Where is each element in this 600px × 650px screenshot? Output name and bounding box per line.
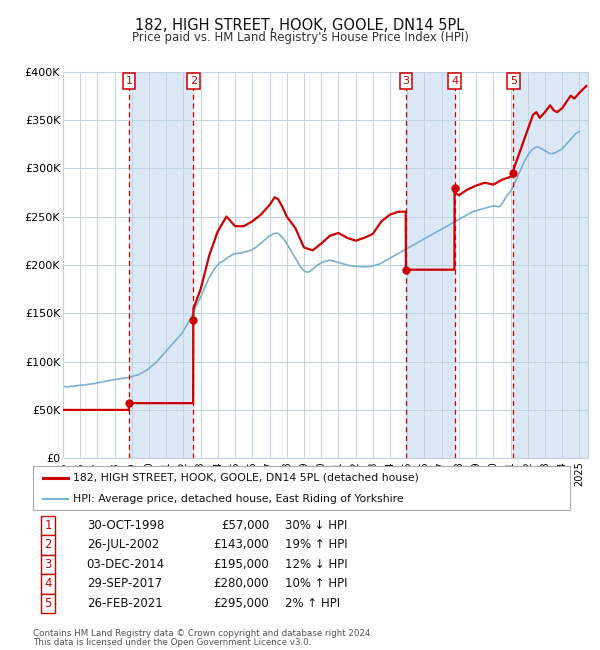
Text: 3: 3 <box>44 558 52 571</box>
Text: Contains HM Land Registry data © Crown copyright and database right 2024.: Contains HM Land Registry data © Crown c… <box>33 629 373 638</box>
Text: 2% ↑ HPI: 2% ↑ HPI <box>286 597 341 610</box>
Bar <box>129 72 193 458</box>
Text: Price paid vs. HM Land Registry's House Price Index (HPI): Price paid vs. HM Land Registry's House … <box>131 31 469 44</box>
Text: 2: 2 <box>190 76 197 86</box>
Text: 10% ↑ HPI: 10% ↑ HPI <box>286 577 348 590</box>
Text: 19% ↑ HPI: 19% ↑ HPI <box>286 538 348 551</box>
Text: 30-OCT-1998: 30-OCT-1998 <box>87 519 164 532</box>
Text: 12% ↓ HPI: 12% ↓ HPI <box>286 558 348 571</box>
Text: £143,000: £143,000 <box>214 538 269 551</box>
Text: 26-JUL-2002: 26-JUL-2002 <box>87 538 159 551</box>
Text: £280,000: £280,000 <box>214 577 269 590</box>
Text: £57,000: £57,000 <box>221 519 269 532</box>
Text: £195,000: £195,000 <box>214 558 269 571</box>
Text: 5: 5 <box>44 597 52 610</box>
Text: 182, HIGH STREET, HOOK, GOOLE, DN14 5PL (detached house): 182, HIGH STREET, HOOK, GOOLE, DN14 5PL … <box>73 473 419 483</box>
Text: 5: 5 <box>510 76 517 86</box>
Text: This data is licensed under the Open Government Licence v3.0.: This data is licensed under the Open Gov… <box>33 638 311 647</box>
Text: 03-DEC-2014: 03-DEC-2014 <box>87 558 165 571</box>
Text: £295,000: £295,000 <box>214 597 269 610</box>
Bar <box>513 72 588 458</box>
Text: 4: 4 <box>44 577 52 590</box>
Text: 4: 4 <box>451 76 458 86</box>
Text: 1: 1 <box>44 519 52 532</box>
Text: 29-SEP-2017: 29-SEP-2017 <box>87 577 162 590</box>
Text: 182, HIGH STREET, HOOK, GOOLE, DN14 5PL: 182, HIGH STREET, HOOK, GOOLE, DN14 5PL <box>136 18 464 33</box>
Text: 30% ↓ HPI: 30% ↓ HPI <box>286 519 348 532</box>
Text: HPI: Average price, detached house, East Riding of Yorkshire: HPI: Average price, detached house, East… <box>73 494 404 504</box>
Bar <box>406 72 455 458</box>
Text: 2: 2 <box>44 538 52 551</box>
Text: 3: 3 <box>403 76 409 86</box>
Text: 1: 1 <box>125 76 133 86</box>
Text: 26-FEB-2021: 26-FEB-2021 <box>87 597 163 610</box>
